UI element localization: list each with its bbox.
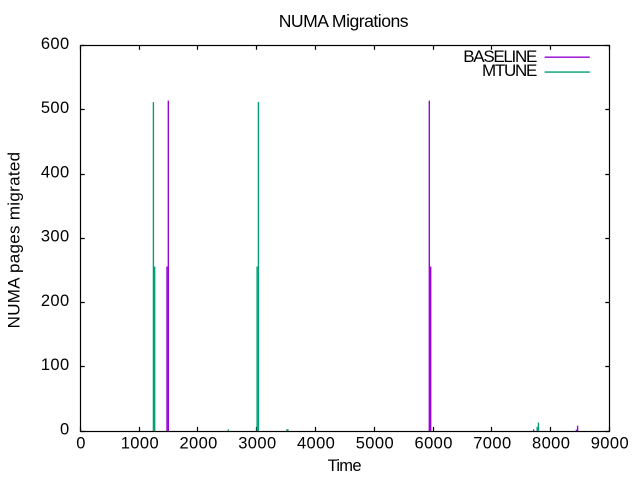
svg-text:600: 600 <box>41 35 70 53</box>
svg-text:2000: 2000 <box>179 435 217 453</box>
svg-text:200: 200 <box>41 292 70 310</box>
svg-text:6000: 6000 <box>415 435 453 453</box>
svg-text:100: 100 <box>41 356 70 374</box>
svg-text:5000: 5000 <box>356 435 394 453</box>
svg-text:MTUNE: MTUNE <box>482 61 537 80</box>
svg-text:9000: 9000 <box>591 435 629 453</box>
svg-text:0: 0 <box>76 435 86 453</box>
svg-text:3000: 3000 <box>238 435 276 453</box>
svg-text:Time: Time <box>328 457 362 475</box>
svg-text:NUMA pages migrated: NUMA pages migrated <box>4 152 23 329</box>
svg-text:300: 300 <box>41 228 70 246</box>
svg-text:0: 0 <box>60 421 70 439</box>
svg-text:8000: 8000 <box>532 435 570 453</box>
svg-text:500: 500 <box>41 99 70 117</box>
svg-text:7000: 7000 <box>473 435 511 453</box>
svg-text:1000: 1000 <box>121 435 159 453</box>
svg-text:BASELINE: BASELINE <box>463 47 537 66</box>
svg-text:400: 400 <box>41 163 70 181</box>
svg-text:4000: 4000 <box>297 435 335 453</box>
svg-text:NUMA Migrations: NUMA Migrations <box>279 11 409 31</box>
